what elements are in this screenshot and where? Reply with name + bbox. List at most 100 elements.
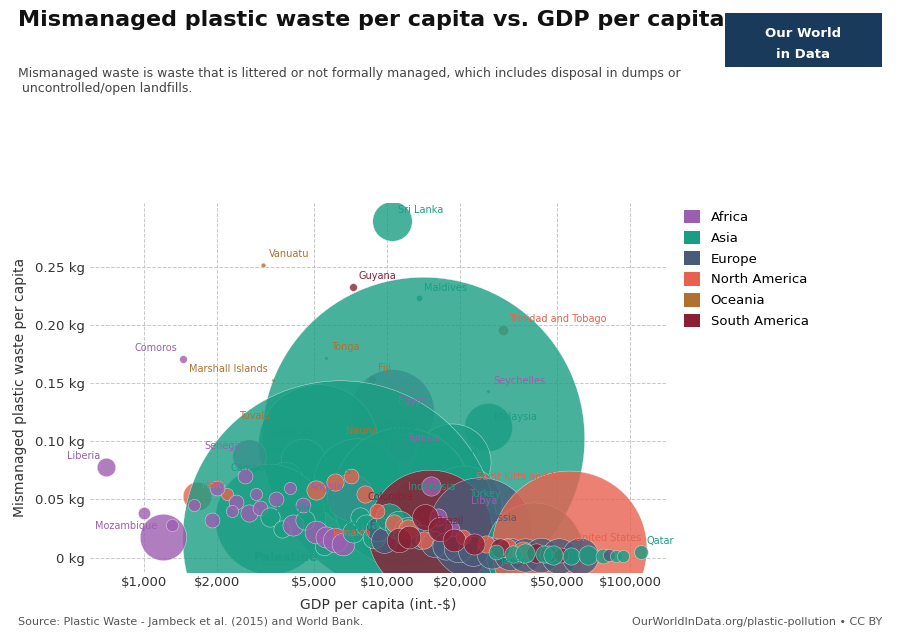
Point <box>365 373 380 384</box>
Point <box>402 531 417 542</box>
Text: India: India <box>346 519 381 532</box>
Point <box>554 550 569 560</box>
Point <box>385 215 400 225</box>
Text: Iran: Iran <box>458 447 477 457</box>
Text: Brazil: Brazil <box>436 516 463 526</box>
Point <box>269 421 284 431</box>
Point <box>503 549 517 559</box>
Point <box>346 282 360 292</box>
Text: Our World: Our World <box>765 27 842 40</box>
Point <box>220 488 235 498</box>
Point <box>416 433 430 443</box>
Point <box>370 506 384 516</box>
Point <box>418 512 432 522</box>
Point <box>328 535 342 545</box>
Point <box>451 543 465 553</box>
Point <box>562 543 576 553</box>
Point <box>269 495 284 505</box>
Point <box>552 551 566 561</box>
Point <box>286 520 301 530</box>
Point <box>458 506 473 516</box>
Text: Comoros: Comoros <box>135 344 177 353</box>
Point <box>242 509 256 519</box>
Point <box>298 515 312 525</box>
Point <box>411 502 426 512</box>
Point <box>387 518 401 528</box>
Text: Yemen: Yemen <box>265 446 297 455</box>
Point <box>249 488 264 498</box>
Point <box>186 500 201 511</box>
Point <box>377 535 392 545</box>
Point <box>506 549 520 559</box>
Point <box>278 474 293 484</box>
Point <box>496 324 510 335</box>
Text: Indonesia: Indonesia <box>408 481 454 491</box>
Point <box>401 523 416 533</box>
Point <box>446 535 461 545</box>
Point <box>359 520 374 530</box>
Point <box>176 354 191 364</box>
Y-axis label: Mismanaged plastic waste per capita: Mismanaged plastic waste per capita <box>13 258 27 517</box>
Point <box>401 527 416 537</box>
Point <box>137 509 151 519</box>
Text: Libya: Libya <box>471 495 498 505</box>
Point <box>385 406 400 417</box>
Point <box>545 550 560 560</box>
Point <box>479 538 493 549</box>
Point <box>333 533 347 543</box>
Point <box>411 293 426 304</box>
Text: Vanuatu: Vanuatu <box>269 249 310 259</box>
Point <box>485 548 500 558</box>
Point <box>319 531 333 542</box>
Point <box>284 483 298 493</box>
Point <box>204 515 219 525</box>
Point <box>431 512 446 522</box>
Point <box>414 531 428 542</box>
Point <box>492 543 507 553</box>
Point <box>366 531 381 542</box>
Point <box>395 443 410 453</box>
Point <box>371 523 385 533</box>
Text: Pakistan: Pakistan <box>271 428 312 438</box>
Text: Seychelles: Seychelles <box>494 376 545 386</box>
Point <box>99 462 113 472</box>
Point <box>230 497 244 507</box>
Point <box>634 547 648 557</box>
Point <box>357 488 372 498</box>
Point <box>253 502 267 512</box>
Point <box>472 523 487 533</box>
Text: Mozambique: Mozambique <box>95 521 158 531</box>
Point <box>526 545 541 556</box>
Point <box>608 551 623 561</box>
Point <box>564 551 579 561</box>
Point <box>374 436 389 446</box>
Point <box>369 538 383 549</box>
Text: Tunisia: Tunisia <box>408 433 441 443</box>
Point <box>445 523 459 533</box>
Text: in Data: in Data <box>776 48 830 62</box>
Point <box>427 538 441 549</box>
Point <box>481 422 495 432</box>
Point <box>439 541 454 551</box>
Point <box>165 520 179 530</box>
Text: China: China <box>378 419 418 432</box>
Point <box>602 550 616 560</box>
Text: Cambodia: Cambodia <box>230 463 279 473</box>
Point <box>382 512 397 522</box>
Text: Nauru: Nauru <box>346 426 376 436</box>
Point <box>424 481 438 491</box>
Text: Turkey: Turkey <box>469 488 500 498</box>
Point <box>572 551 587 561</box>
Point <box>455 531 470 542</box>
Point <box>429 465 444 476</box>
X-axis label: GDP per capita (int.-$): GDP per capita (int.-$) <box>300 598 456 612</box>
Text: Sri Lanka: Sri Lanka <box>398 205 443 215</box>
Point <box>596 551 610 561</box>
Point <box>516 547 530 557</box>
Point <box>536 549 551 559</box>
Text: Saint Kitts and Nevis: Saint Kitts and Nevis <box>476 472 578 483</box>
Text: Angola: Angola <box>310 481 344 491</box>
Text: Senegal: Senegal <box>204 441 243 451</box>
Point <box>417 535 431 545</box>
Point <box>616 551 630 561</box>
